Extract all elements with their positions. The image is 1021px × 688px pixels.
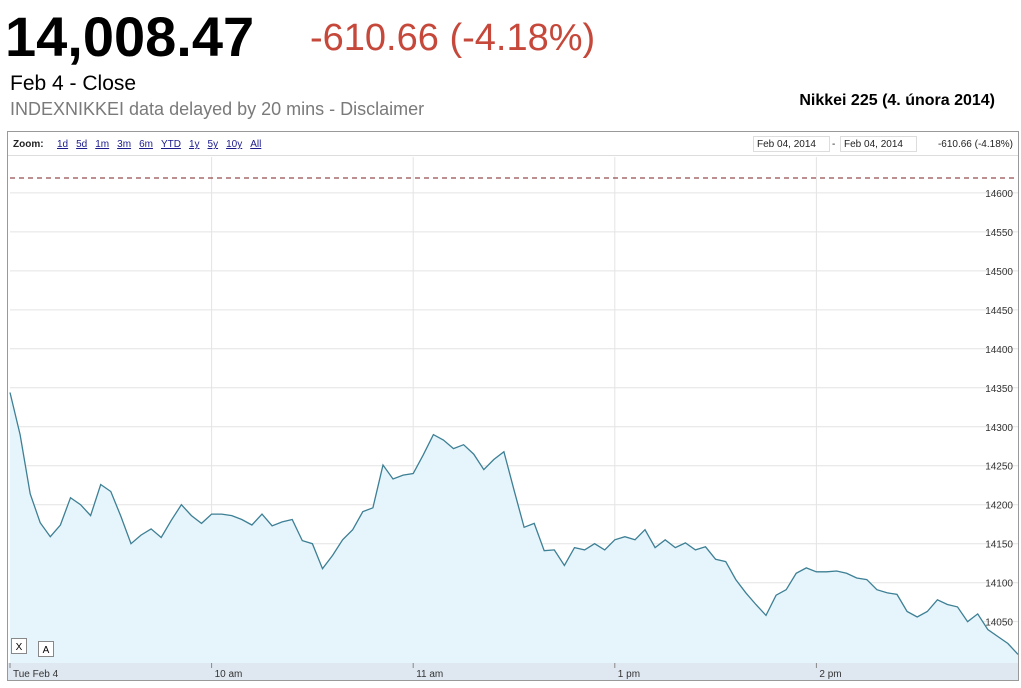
button-a[interactable]: A [43,645,50,656]
caption: Nikkei 225 (4. února 2014) [799,92,995,109]
y-tick-label: 14100 [985,579,1013,590]
x-axis: Tue Feb 4 10 am 11 am 1 pm 2 pm [9,663,842,680]
zoom-option[interactable]: 5y [208,139,219,150]
status: Feb 4 - Close [10,72,136,95]
zoom-options: 1d 5d 1m 3m 6m YTD 1y 5y 10y All [57,139,261,150]
range-box [753,136,830,152]
button-frame[interactable] [11,638,27,654]
zoom-option[interactable]: 1d [57,139,68,150]
zoom-option[interactable]: 3m [117,139,131,150]
y-tick-label: 14600 [985,189,1013,200]
zoom-option[interactable]: YTD [161,139,181,150]
y-tick-label: 14450 [985,306,1013,317]
x-tick-label: 10 am [215,669,243,680]
range-change: -610.66 (-4.18%) [938,139,1013,150]
y-tick-label: 14200 [985,501,1013,512]
y-tick-label: 14150 [985,540,1013,551]
zoom-option[interactable]: 1m [95,139,109,150]
zoom-option[interactable]: All [250,139,261,150]
x-tick-label: 2 pm [819,669,841,680]
y-tick-label: 14250 [985,462,1013,473]
price: 14,008.47 [5,5,254,68]
y-tick-label: 14350 [985,384,1013,395]
range-box [840,136,917,152]
x-axis-bar [8,663,1018,680]
x-tick-label: 1 pm [618,669,640,680]
y-tick-label: 14050 [985,618,1013,629]
button-frame[interactable] [38,641,54,657]
x-tick-label: 11 am [416,669,443,680]
y-tick-label: 14550 [985,228,1013,239]
source-note: INDEXNIKKEI data delayed by 20 mins - Di… [10,99,424,119]
zoom-label: Zoom: [13,139,44,150]
zoom-option[interactable]: 1y [189,139,200,150]
price-line [9,392,1019,655]
y-tick-label: 14300 [985,423,1013,434]
x-tick-label: Tue Feb 4 [13,669,59,680]
range-separator: - [832,139,835,150]
range-start: Feb 04, 2014 [757,139,816,150]
price-change: -610.66 (-4.18%) [310,17,595,59]
button-x[interactable]: X [16,642,23,653]
area [10,392,1018,663]
range-end: Feb 04, 2014 [844,139,903,150]
zoom-option[interactable]: 6m [139,139,153,150]
plot: 14050 14100 14150 14200 14250 14300 14350 14400… [9,157,1019,663]
y-tick-label: 14500 [985,267,1013,278]
y-tick-label: 14400 [985,345,1013,356]
zoom-option[interactable]: 5d [76,139,87,150]
zoom-option[interactable]: 10y [226,139,242,150]
